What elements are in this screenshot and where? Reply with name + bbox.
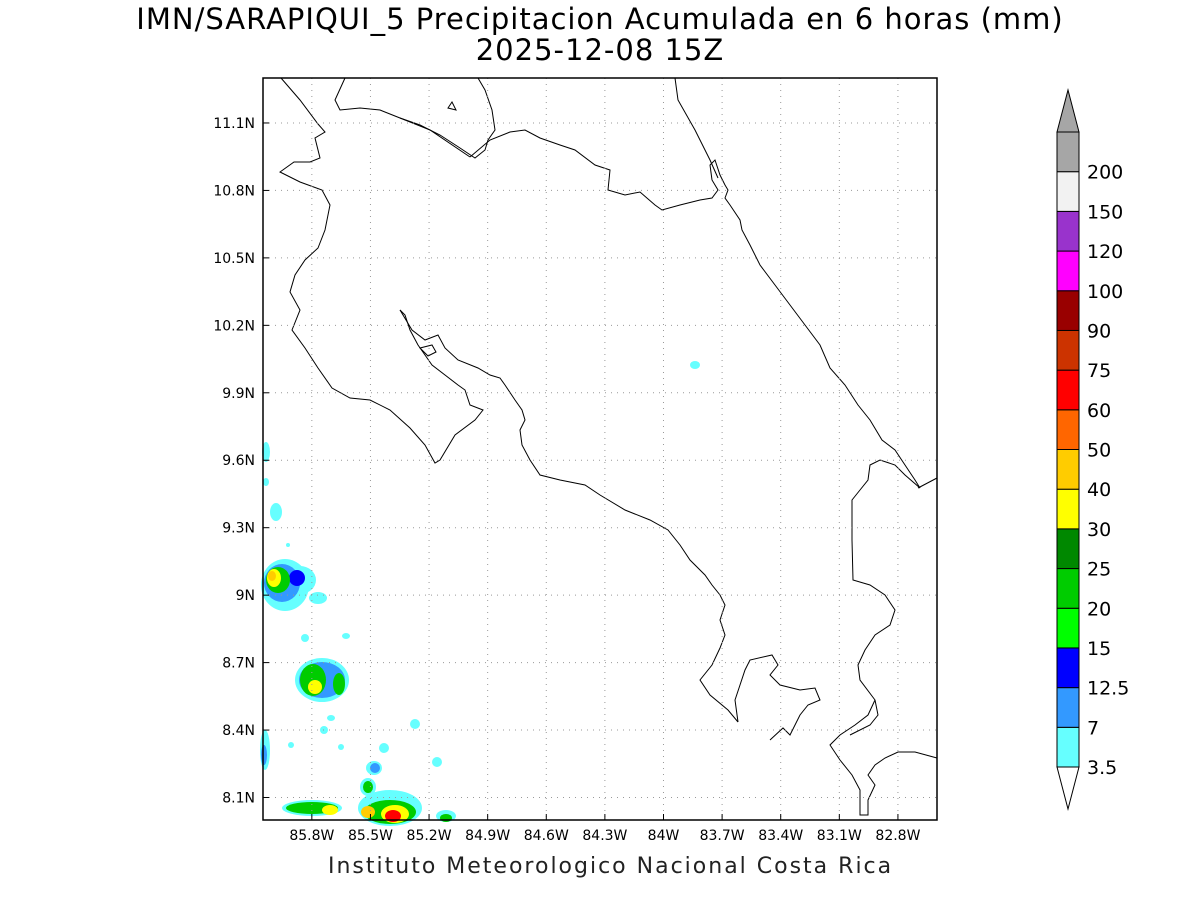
- colorbar-swatch: [1056, 171, 1080, 212]
- colorbar-level-label: 75: [1087, 360, 1111, 382]
- precip-cell-9n: [261, 559, 327, 611]
- lon-tick-label: 84W: [648, 828, 680, 844]
- colorbar-level-label: 40: [1087, 479, 1111, 501]
- colorbar-swatch: [1056, 488, 1080, 530]
- colorbar-level-label: 60: [1087, 400, 1111, 422]
- lon-tick-label: 85.5W: [348, 828, 393, 844]
- lon-tick-label: 84.9W: [465, 828, 510, 844]
- institution-footer: Instituto Meteorologico Nacional Costa R…: [328, 854, 894, 879]
- longitude-ticks: 85.8W 85.5W 85.2W 84.9W 84.6W 84.3W 84W 83.7W 83…: [289, 814, 921, 844]
- map-title: IMN/SARAPIQUI_5 Precipitacion Acumulada …: [136, 2, 1064, 36]
- colorbar-swatch: [1056, 210, 1080, 252]
- lat-tick-label: 9.9N: [222, 386, 255, 402]
- colorbar-level-label: 100: [1087, 281, 1123, 303]
- colorbar-level-label: 25: [1087, 559, 1111, 581]
- colorbar-level-label: 15: [1087, 638, 1111, 660]
- lat-tick-label: 8.4N: [222, 723, 255, 739]
- lat-tick-label: 9.3N: [222, 521, 255, 537]
- colorbar-swatch: [1056, 687, 1080, 728]
- lon-tick-label: 84.3W: [582, 828, 627, 844]
- lon-tick-label: 83.1W: [817, 828, 862, 844]
- coastline: [279, 77, 938, 816]
- map-frame: [262, 77, 938, 821]
- lat-tick-label: 9.6N: [222, 453, 255, 469]
- lon-tick-label: 82.8W: [875, 828, 920, 844]
- colorbar-swatch: [1056, 647, 1080, 689]
- lat-tick-label: 8.7N: [222, 656, 255, 672]
- colorbar-under-arrow: [1056, 766, 1080, 811]
- lat-lon-grid: [263, 78, 937, 820]
- lat-tick-label: 10.5N: [213, 251, 255, 267]
- colorbar-swatch: [1056, 528, 1080, 570]
- colorbar-swatch: [1056, 409, 1080, 450]
- lat-tick-label: 9N: [236, 588, 255, 604]
- lat-tick-label: 11.1N: [213, 116, 255, 132]
- lon-tick-label: 85.8W: [289, 828, 334, 844]
- lat-tick-label: 10.8N: [213, 183, 255, 199]
- lat-tick-label: 10.2N: [213, 318, 255, 334]
- lon-tick-label: 83.7W: [700, 828, 745, 844]
- colorbar-swatch: [1056, 290, 1080, 331]
- colorbar-level-label: 50: [1087, 440, 1111, 462]
- precip-cell-south: [282, 790, 456, 826]
- colorbar-swatch: [1056, 607, 1080, 649]
- lon-tick-label: 83.4W: [758, 828, 803, 844]
- colorbar-swatch: [1056, 369, 1080, 411]
- latitude-ticks: 8.1N 8.4N 8.7N 9N 9.3N 9.6N 9.9N 10.2N 10.5N 10.8…: [213, 116, 269, 807]
- colorbar-over-arrow: [1056, 88, 1080, 133]
- colorbar-swatch: [1056, 131, 1080, 173]
- colorbar-legend: 3.5 7 12.5 15 20 25 30 40 50 60 75 90 100 120 150 200: [1056, 88, 1129, 811]
- precipitation-field: [260, 361, 700, 826]
- colorbar-swatch: [1056, 250, 1080, 292]
- colorbar-level-label: 200: [1087, 162, 1123, 184]
- colorbar-level-label: 150: [1087, 201, 1123, 223]
- colorbar-level-label: 12.5: [1087, 678, 1129, 700]
- colorbar-swatch: [1056, 329, 1080, 371]
- colorbar-swatch: [1056, 568, 1080, 609]
- lon-tick-label: 85.2W: [407, 828, 452, 844]
- colorbar-swatch: [1056, 726, 1080, 768]
- colorbar-level-label: 30: [1087, 519, 1111, 541]
- colorbar-level-label: 3.5: [1087, 757, 1117, 779]
- colorbar-level-label: 120: [1087, 241, 1123, 263]
- precip-cell-86n: [295, 658, 349, 702]
- map-valid-time: 2025-12-08 15Z: [475, 33, 725, 67]
- lat-tick-label: 8.1N: [222, 791, 255, 807]
- colorbar-level-label: 20: [1087, 598, 1111, 620]
- lon-tick-label: 84.6W: [524, 828, 569, 844]
- colorbar-level-label: 7: [1087, 717, 1099, 739]
- precip-scattered-cells: [260, 361, 700, 796]
- colorbar-swatch: [1056, 449, 1080, 490]
- colorbar-level-label: 90: [1087, 320, 1111, 342]
